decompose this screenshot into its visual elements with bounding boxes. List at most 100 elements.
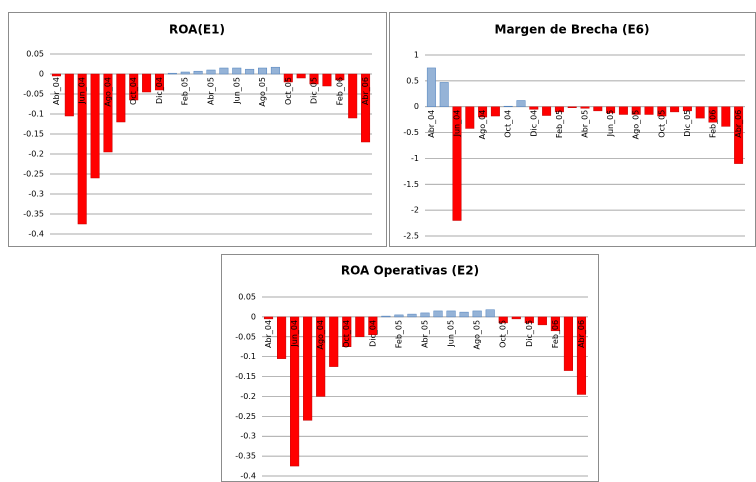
y-tick-label: -0.3	[28, 190, 44, 199]
bar	[580, 106, 590, 109]
x-tick-label: Feb_05	[555, 110, 564, 138]
x-tick-label: Ago_04	[478, 110, 487, 140]
bar	[452, 106, 462, 221]
bar	[606, 106, 616, 114]
y-tick-label: -0.35	[23, 210, 44, 219]
x-tick-label: Abr_04	[264, 320, 273, 348]
x-tick-label: Abr_06	[734, 110, 743, 138]
y-tick-label: 0	[414, 102, 419, 111]
bar	[103, 73, 113, 153]
y-tick-label: -2.5	[403, 232, 419, 241]
bar	[478, 106, 488, 118]
bar	[64, 73, 74, 117]
y-tick-label: -0.2	[28, 150, 44, 159]
y-tick-label: -0.05	[235, 332, 256, 341]
y-tick-label: -0.1	[28, 110, 44, 119]
bar	[695, 106, 705, 119]
bar	[232, 67, 242, 75]
y-tick-label: -0.15	[23, 130, 44, 139]
bar	[465, 106, 475, 129]
x-tick-label: Dic_04	[529, 110, 538, 137]
chart-panel: ROA(E1) 0.05 0 -0.05 -0.1 -0.15 -0.2 -0.25 -0.3 -…	[8, 12, 387, 247]
bar	[567, 106, 577, 108]
bar	[245, 68, 255, 75]
x-tick-label: Oct_05	[657, 110, 666, 138]
bar	[180, 71, 190, 75]
x-tick-label: Feb_05	[181, 77, 190, 105]
y-tick-label: 0.5	[406, 76, 419, 85]
bar	[542, 106, 552, 116]
bar	[498, 316, 508, 324]
x-tick-label: Ago_04	[316, 320, 325, 350]
x-tick-label: Feb_05	[394, 320, 403, 348]
x-tick-label: Ago_05	[473, 320, 482, 350]
bar	[167, 72, 177, 75]
bar	[529, 106, 539, 110]
y-tick-label: -0.25	[23, 170, 44, 179]
bar	[563, 316, 573, 371]
y-tick-label: -0.35	[235, 452, 256, 461]
bar	[708, 106, 718, 123]
x-tick-label: Jun_04	[453, 110, 462, 138]
bar	[618, 106, 628, 115]
x-tick-label: Ago_05	[258, 77, 267, 107]
y-tick-label: 0	[251, 312, 256, 321]
bar	[644, 106, 654, 115]
bar	[277, 316, 287, 359]
x-tick-label: Jun_05	[232, 77, 241, 105]
x-tick-label: Ago_04	[103, 77, 112, 107]
x-tick-label: Ago_05	[632, 110, 641, 140]
y-tick-label: 0.05	[238, 293, 256, 302]
y-tick-label: 0.05	[26, 50, 44, 59]
bar	[682, 106, 692, 112]
chart-title: ROA Operativas (E2)	[341, 264, 479, 278]
bar	[77, 73, 87, 225]
y-tick-label: 1	[414, 51, 419, 60]
bar	[721, 106, 731, 127]
x-tick-label: Abr_06	[577, 320, 586, 348]
y-tick-label: -0.4	[28, 230, 44, 239]
bar	[550, 316, 560, 332]
x-tick-label: Feb_06	[709, 110, 718, 138]
bar	[381, 315, 391, 318]
x-tick-label: Dic_05	[310, 77, 319, 104]
panel-frame	[221, 254, 599, 482]
y-tick-label: -0.2	[240, 392, 256, 401]
x-tick-label: Jun_05	[606, 110, 615, 138]
x-tick-label: Abr_06	[361, 77, 370, 105]
bar	[90, 73, 100, 179]
bar	[593, 106, 603, 112]
bar	[309, 73, 319, 85]
bar	[439, 82, 449, 107]
bar	[263, 316, 274, 320]
bar	[361, 73, 371, 143]
chart-panel: Margen de Brecha (E6) 1 0.5 0 -0.5 -1 -1.5 -2 -2…	[389, 12, 756, 247]
y-tick-label: -1.5	[403, 180, 419, 189]
bar	[554, 106, 564, 113]
x-tick-label: Jun_04	[290, 320, 299, 348]
bar	[270, 66, 280, 75]
bar	[335, 73, 345, 81]
bar	[342, 316, 352, 347]
x-tick-label: Oct_05	[284, 77, 293, 105]
x-tick-label: Oct_04	[504, 110, 513, 138]
x-tick-label: Dic_04	[155, 77, 164, 104]
x-tick-label: Abr_04	[52, 77, 61, 105]
x-tick-label: Dic_04	[368, 320, 377, 347]
x-tick-label: Oct_04	[342, 320, 351, 348]
bar	[355, 316, 365, 338]
x-tick-label: Abr_05	[421, 320, 430, 348]
bar	[193, 70, 203, 75]
x-tick-label: Dic_05	[525, 320, 534, 347]
y-tick-label: -2	[411, 206, 419, 215]
bar	[511, 316, 521, 320]
bar	[258, 67, 268, 75]
bar	[322, 73, 332, 87]
bar	[219, 67, 229, 75]
bar	[407, 313, 417, 318]
bar	[503, 105, 513, 107]
bar	[51, 73, 61, 77]
bar	[206, 69, 216, 75]
x-tick-label: Oct_05	[499, 320, 508, 348]
